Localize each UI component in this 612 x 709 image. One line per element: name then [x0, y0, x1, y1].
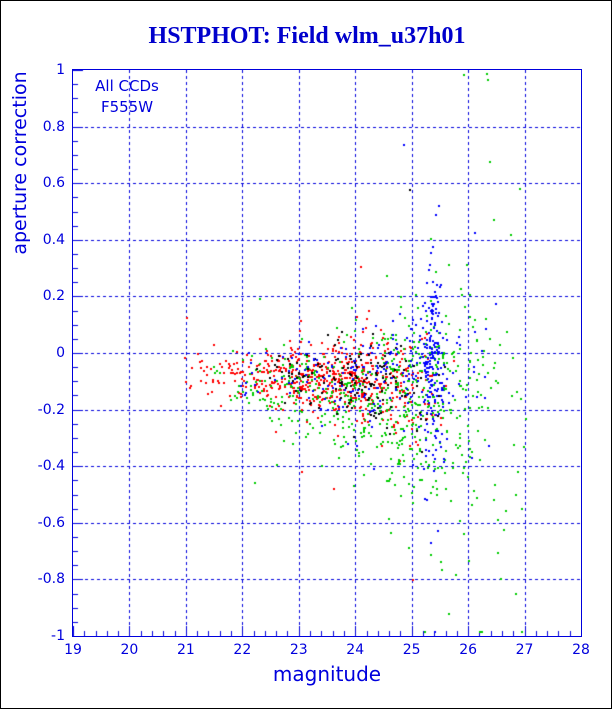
- x-tick-label: 28: [572, 642, 590, 658]
- x-tick-label: 19: [64, 642, 82, 658]
- y-tick-label: -0.6: [37, 514, 65, 531]
- x-tick-label: 24: [346, 642, 365, 658]
- y-tick-label: 0.4: [42, 231, 65, 248]
- y-tick-label: -0.2: [37, 401, 65, 418]
- plot-annotation: All CCDs F555W: [87, 76, 167, 118]
- x-tick-label: 22: [233, 642, 252, 658]
- y-tick-label: 0.6: [42, 175, 65, 192]
- y-tick-label: 0: [56, 345, 65, 361]
- y-tick-label: 0.8: [42, 118, 65, 135]
- page-title: HSTPHOT: Field wlm_u37h01: [148, 23, 466, 49]
- y-tick-label: 0.2: [42, 288, 65, 305]
- x-tick-label: 21: [176, 642, 195, 658]
- x-tick-label: 25: [402, 642, 421, 658]
- x-tick-label: 20: [120, 642, 139, 658]
- y-tick-label: 1: [56, 62, 65, 78]
- y-tick-label: -0.4: [37, 458, 65, 475]
- x-tick-label: 23: [289, 642, 308, 658]
- annotation-ccds: All CCDs: [95, 77, 159, 95]
- y-axis-label: aperture correction: [9, 71, 31, 255]
- x-tick-label: 27: [515, 642, 534, 658]
- x-axis-label: magnitude: [272, 662, 382, 686]
- y-tick-label: -1: [51, 628, 65, 644]
- x-tick-label: 26: [459, 642, 478, 658]
- plot-area: [72, 69, 582, 637]
- scatter-canvas: [73, 70, 581, 636]
- y-tick-label: -0.8: [37, 571, 65, 588]
- annotation-filter: F555W: [100, 98, 154, 116]
